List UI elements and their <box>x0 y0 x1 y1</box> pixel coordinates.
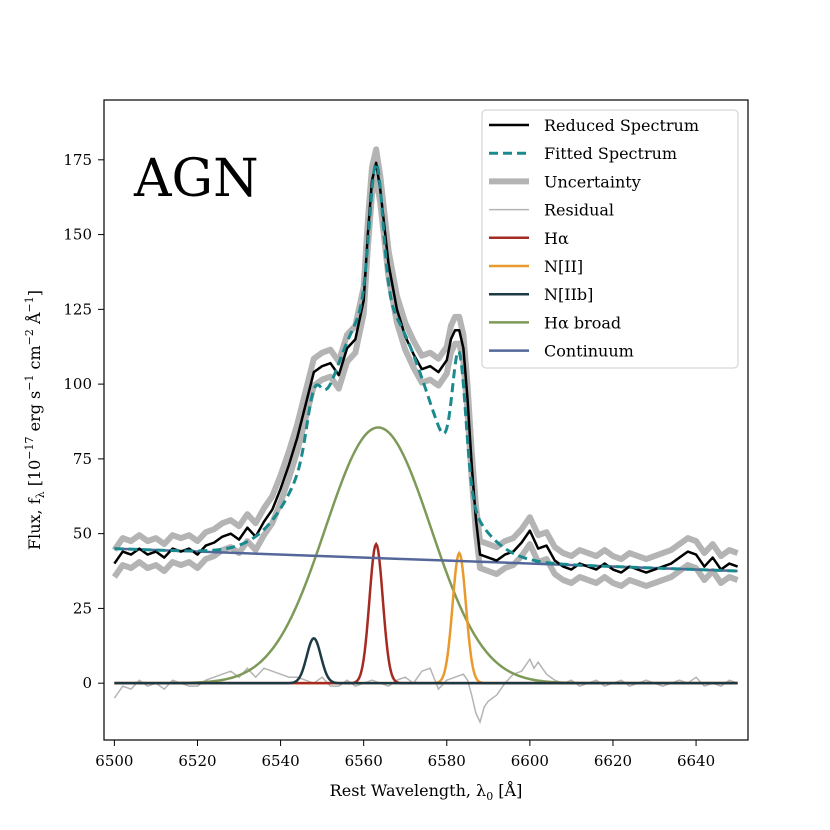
agn-label: AGN <box>133 149 259 209</box>
y-tick-label: 125 <box>63 300 92 318</box>
legend-label: Uncertainty <box>544 172 641 191</box>
x-tick-label: 6560 <box>345 752 383 770</box>
legend-label: Fitted Spectrum <box>544 144 677 163</box>
y-axis-title: Flux, fλ [10−17 erg s−1 cm−2 Å−1] <box>23 290 47 550</box>
tick-layer: 6500 6520 6540 6560 6580 6600 6620 6640 0 25 50 75 1… <box>63 151 715 770</box>
reduced-spectrum-line <box>113 161 739 574</box>
legend-label: Residual <box>544 201 614 220</box>
legend-label: Continuum <box>544 342 634 361</box>
legend-label: Reduced Spectrum <box>544 116 699 135</box>
legend-label: Hα <box>544 229 569 248</box>
fitted-spectrum-line <box>114 160 738 573</box>
x-tick-label: 6640 <box>677 752 715 770</box>
series-layer <box>111 146 739 725</box>
legend-box <box>481 109 739 369</box>
legend-label: Hα broad <box>544 313 621 332</box>
y-tick-label: 175 <box>63 151 92 169</box>
legend: Reduced Spectrum Fitted Spectrum Uncertain… <box>481 109 739 369</box>
x-tick-label: 6600 <box>511 752 549 770</box>
y-tick-label: 150 <box>63 226 92 244</box>
n2b-line <box>114 636 738 685</box>
x-tick-label: 6500 <box>95 752 133 770</box>
x-tick-label: 6580 <box>428 752 466 770</box>
y-tick-label: 25 <box>73 599 92 617</box>
plot-frame <box>103 99 749 741</box>
uncertainty-upper-line <box>111 146 739 563</box>
x-tick-label: 6620 <box>594 752 632 770</box>
x-axis-title: Rest Wavelength, λ0 [Å] <box>330 780 523 803</box>
y-tick-label: 100 <box>63 375 92 393</box>
y-tick-label: 75 <box>73 450 92 468</box>
x-tick-label: 6520 <box>178 752 216 770</box>
y-tick-label: 50 <box>73 525 92 543</box>
y-tick-label: 0 <box>82 674 92 692</box>
legend-label: N[IIb] <box>544 285 593 304</box>
legend-label: N[II] <box>544 257 583 276</box>
x-tick-label: 6540 <box>261 752 299 770</box>
residual-line <box>113 657 738 725</box>
